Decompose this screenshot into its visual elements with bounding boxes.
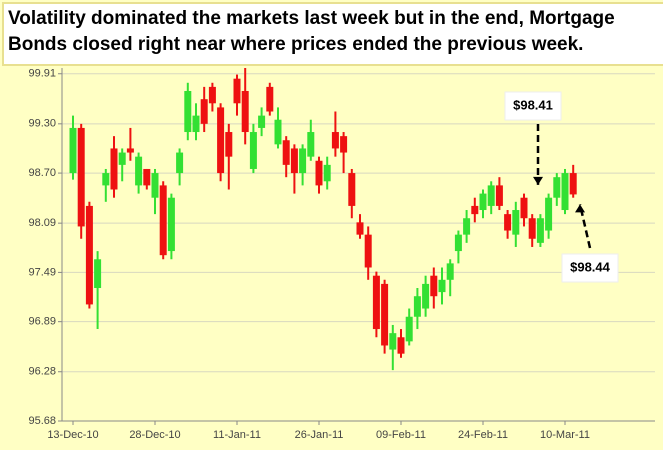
x-tick-label: 24-Feb-11: [458, 429, 508, 441]
candle-body: [430, 275, 438, 297]
candle-body: [536, 218, 544, 243]
chart-title: Volatility dominated the markets last we…: [2, 2, 663, 66]
y-tick-label: 98.70: [28, 167, 56, 179]
annotation-box: [561, 253, 619, 283]
candle-body: [151, 173, 159, 198]
candle-body: [282, 140, 290, 165]
y-tick-label: 96.89: [28, 316, 56, 328]
candle-body: [266, 86, 274, 112]
candle-body: [274, 119, 282, 145]
candle-body: [200, 99, 208, 124]
candle-body: [487, 185, 495, 206]
candle-body: [233, 78, 241, 104]
candle-body: [241, 90, 249, 133]
y-tick-label: 99.91: [28, 68, 56, 80]
candle-body: [553, 177, 561, 198]
candle-body: [118, 152, 126, 165]
candle-body: [217, 107, 225, 174]
candle-body: [413, 296, 421, 317]
candle-body: [463, 218, 471, 235]
candle-body: [299, 148, 307, 174]
candle-body: [143, 168, 151, 186]
candle-body: [69, 127, 77, 174]
candle-body: [504, 214, 512, 231]
annotation-box: [504, 91, 562, 121]
candle-body: [405, 316, 413, 342]
candle-body: [545, 197, 553, 231]
candle-body: [159, 185, 167, 256]
candle-body: [356, 222, 364, 235]
x-tick-label: 09-Feb-11: [376, 429, 426, 441]
candle-body: [512, 210, 520, 235]
arrow-head: [575, 204, 585, 213]
candle-body: [331, 132, 339, 149]
plot-area: [62, 68, 655, 421]
annotation-label: $98.44: [570, 259, 611, 274]
candle-body: [479, 193, 487, 211]
candle-body: [208, 86, 216, 104]
candle-body: [389, 333, 397, 350]
candle-body: [110, 148, 118, 190]
y-tick-label: 95.68: [28, 415, 56, 427]
x-tick-label: 26-Jan-11: [295, 429, 344, 441]
candle-body: [85, 205, 93, 305]
candle-body: [422, 283, 430, 309]
y-tick-label: 97.49: [28, 266, 56, 278]
candle-body: [340, 136, 348, 153]
candle-body: [167, 197, 175, 252]
x-tick-label: 10-Mar-11: [540, 429, 590, 441]
candle-body: [438, 279, 446, 293]
candle-body: [184, 90, 192, 133]
x-tick-label: 13-Dec-10: [47, 429, 98, 441]
candle-body: [315, 160, 323, 186]
candle-body: [520, 197, 528, 219]
candle-body: [323, 164, 331, 182]
candle-body: [446, 263, 454, 280]
arrow-head: [533, 176, 543, 185]
candle-body: [249, 132, 257, 169]
candle-body: [397, 337, 405, 354]
candle-body: [454, 234, 462, 252]
y-tick-label: 96.28: [28, 366, 56, 378]
y-tick-label: 99.30: [28, 118, 56, 130]
candle-body: [561, 173, 569, 211]
y-tick-label: 98.09: [28, 217, 56, 229]
candle-body: [225, 132, 233, 157]
candle-body: [471, 205, 479, 215]
candle-body: [348, 173, 356, 206]
candle-body: [102, 173, 110, 186]
candle-body: [495, 185, 503, 206]
candle-body: [528, 218, 536, 239]
x-tick-label: 11-Jan-11: [213, 429, 261, 441]
candle-body: [77, 127, 85, 227]
x-tick-label: 28-Dec-10: [129, 429, 180, 441]
annotation-label: $98.41: [513, 97, 553, 112]
candle-body: [381, 283, 389, 346]
candle-body: [126, 148, 134, 153]
candle-body: [192, 115, 200, 133]
candle-body: [307, 132, 315, 157]
candle-body: [569, 173, 577, 195]
candle-body: [372, 275, 380, 330]
candle-body: [290, 148, 298, 174]
candle-body: [364, 234, 372, 268]
candle-body: [176, 152, 184, 174]
candle-body: [94, 259, 102, 289]
candle-body: [135, 156, 143, 186]
candle-body: [258, 115, 266, 128]
